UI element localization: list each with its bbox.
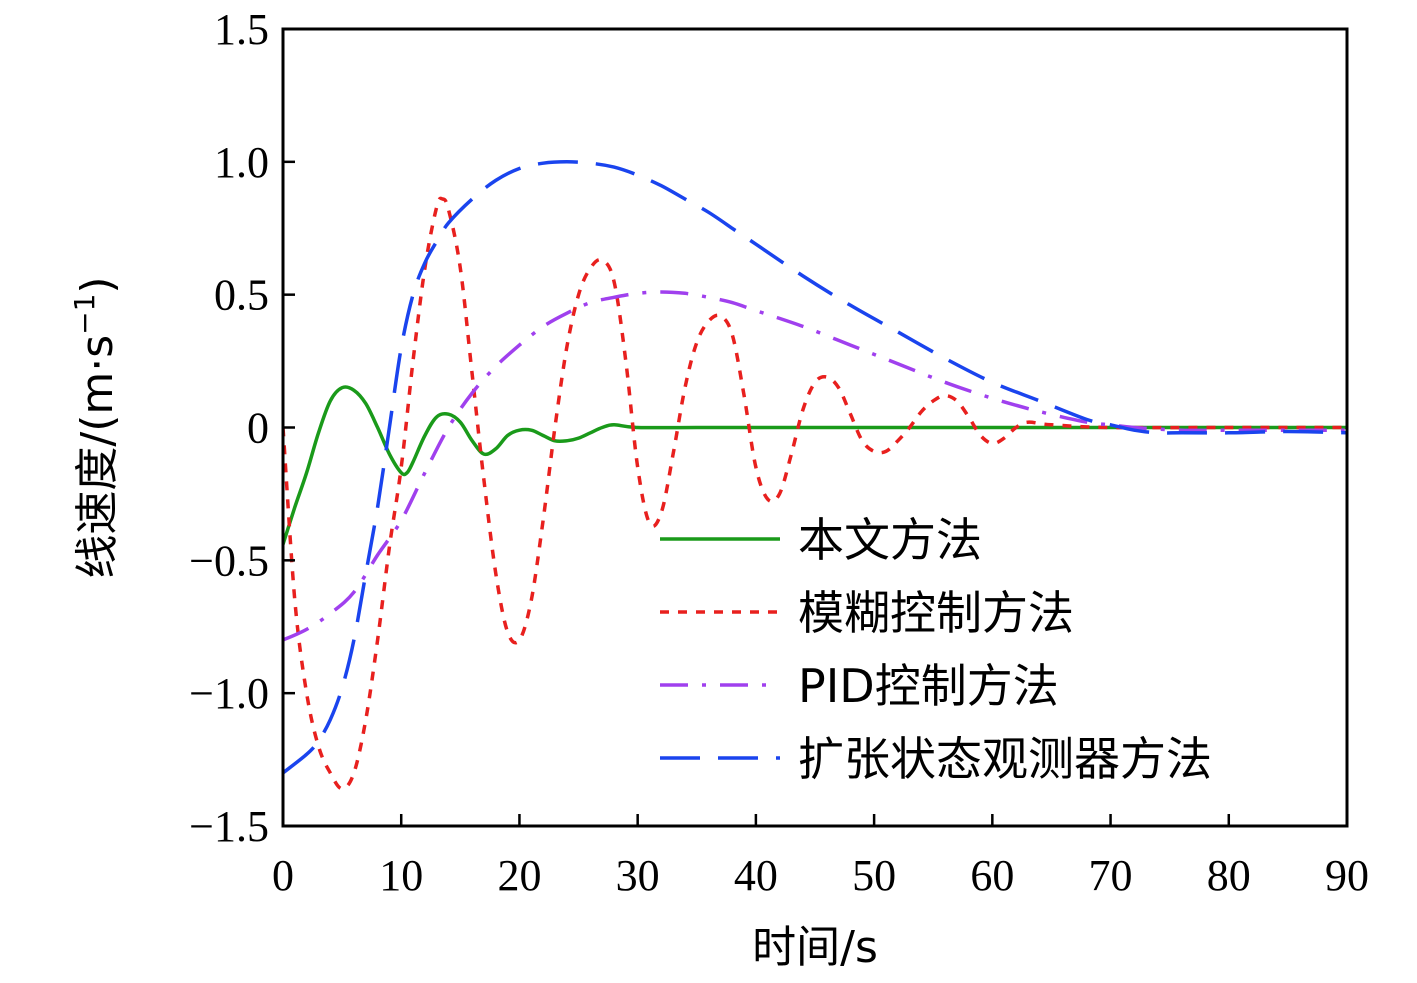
x-tick-label: 50	[852, 851, 896, 900]
x-tick-label: 90	[1325, 851, 1369, 900]
x-tick-label: 10	[379, 851, 423, 900]
y-tick-label: 1.5	[214, 5, 269, 54]
y-tick-label: −0.5	[189, 536, 269, 585]
legend-label-3: PID控制方法	[798, 659, 1059, 713]
y-tick-label: −1.5	[189, 802, 269, 851]
y-tick-label: 0	[247, 404, 269, 453]
x-tick-label: 80	[1207, 851, 1251, 900]
x-tick-label: 20	[497, 851, 541, 900]
series-line-3	[283, 290, 1347, 642]
y-axis-title-superscript: −1	[68, 294, 101, 335]
y-tick-label: 0.5	[214, 271, 269, 320]
y-tick-label: −1.0	[189, 669, 269, 718]
ticks-layer: 0 10 20 30 40 50 60 70 80 90 1.5 1.0 0.5 0 −0.5 −1.0 −1.…	[189, 5, 1369, 900]
y-tick-label: 1.0	[214, 138, 269, 187]
y-axis-title-close: )	[72, 276, 123, 293]
series-line-1	[283, 385, 1347, 545]
x-tick-label: 40	[734, 851, 778, 900]
legend-label-4: 扩张状态观测器方法	[798, 732, 1212, 786]
y-axis-title-main: 线速度/(m·s	[72, 335, 123, 579]
x-tick-label: 30	[616, 851, 660, 900]
x-axis-title: 时间/s	[752, 922, 878, 973]
x-tick-label: 60	[970, 851, 1014, 900]
x-tick-label: 0	[272, 851, 294, 900]
series-layer	[283, 160, 1347, 791]
series-line-4	[283, 160, 1347, 775]
x-tick-label: 70	[1089, 851, 1133, 900]
legend-label-2: 模糊控制方法	[798, 586, 1074, 640]
y-axis-title: 线速度/(m·s−1)	[68, 276, 123, 578]
legend-label-1: 本文方法	[798, 513, 982, 567]
